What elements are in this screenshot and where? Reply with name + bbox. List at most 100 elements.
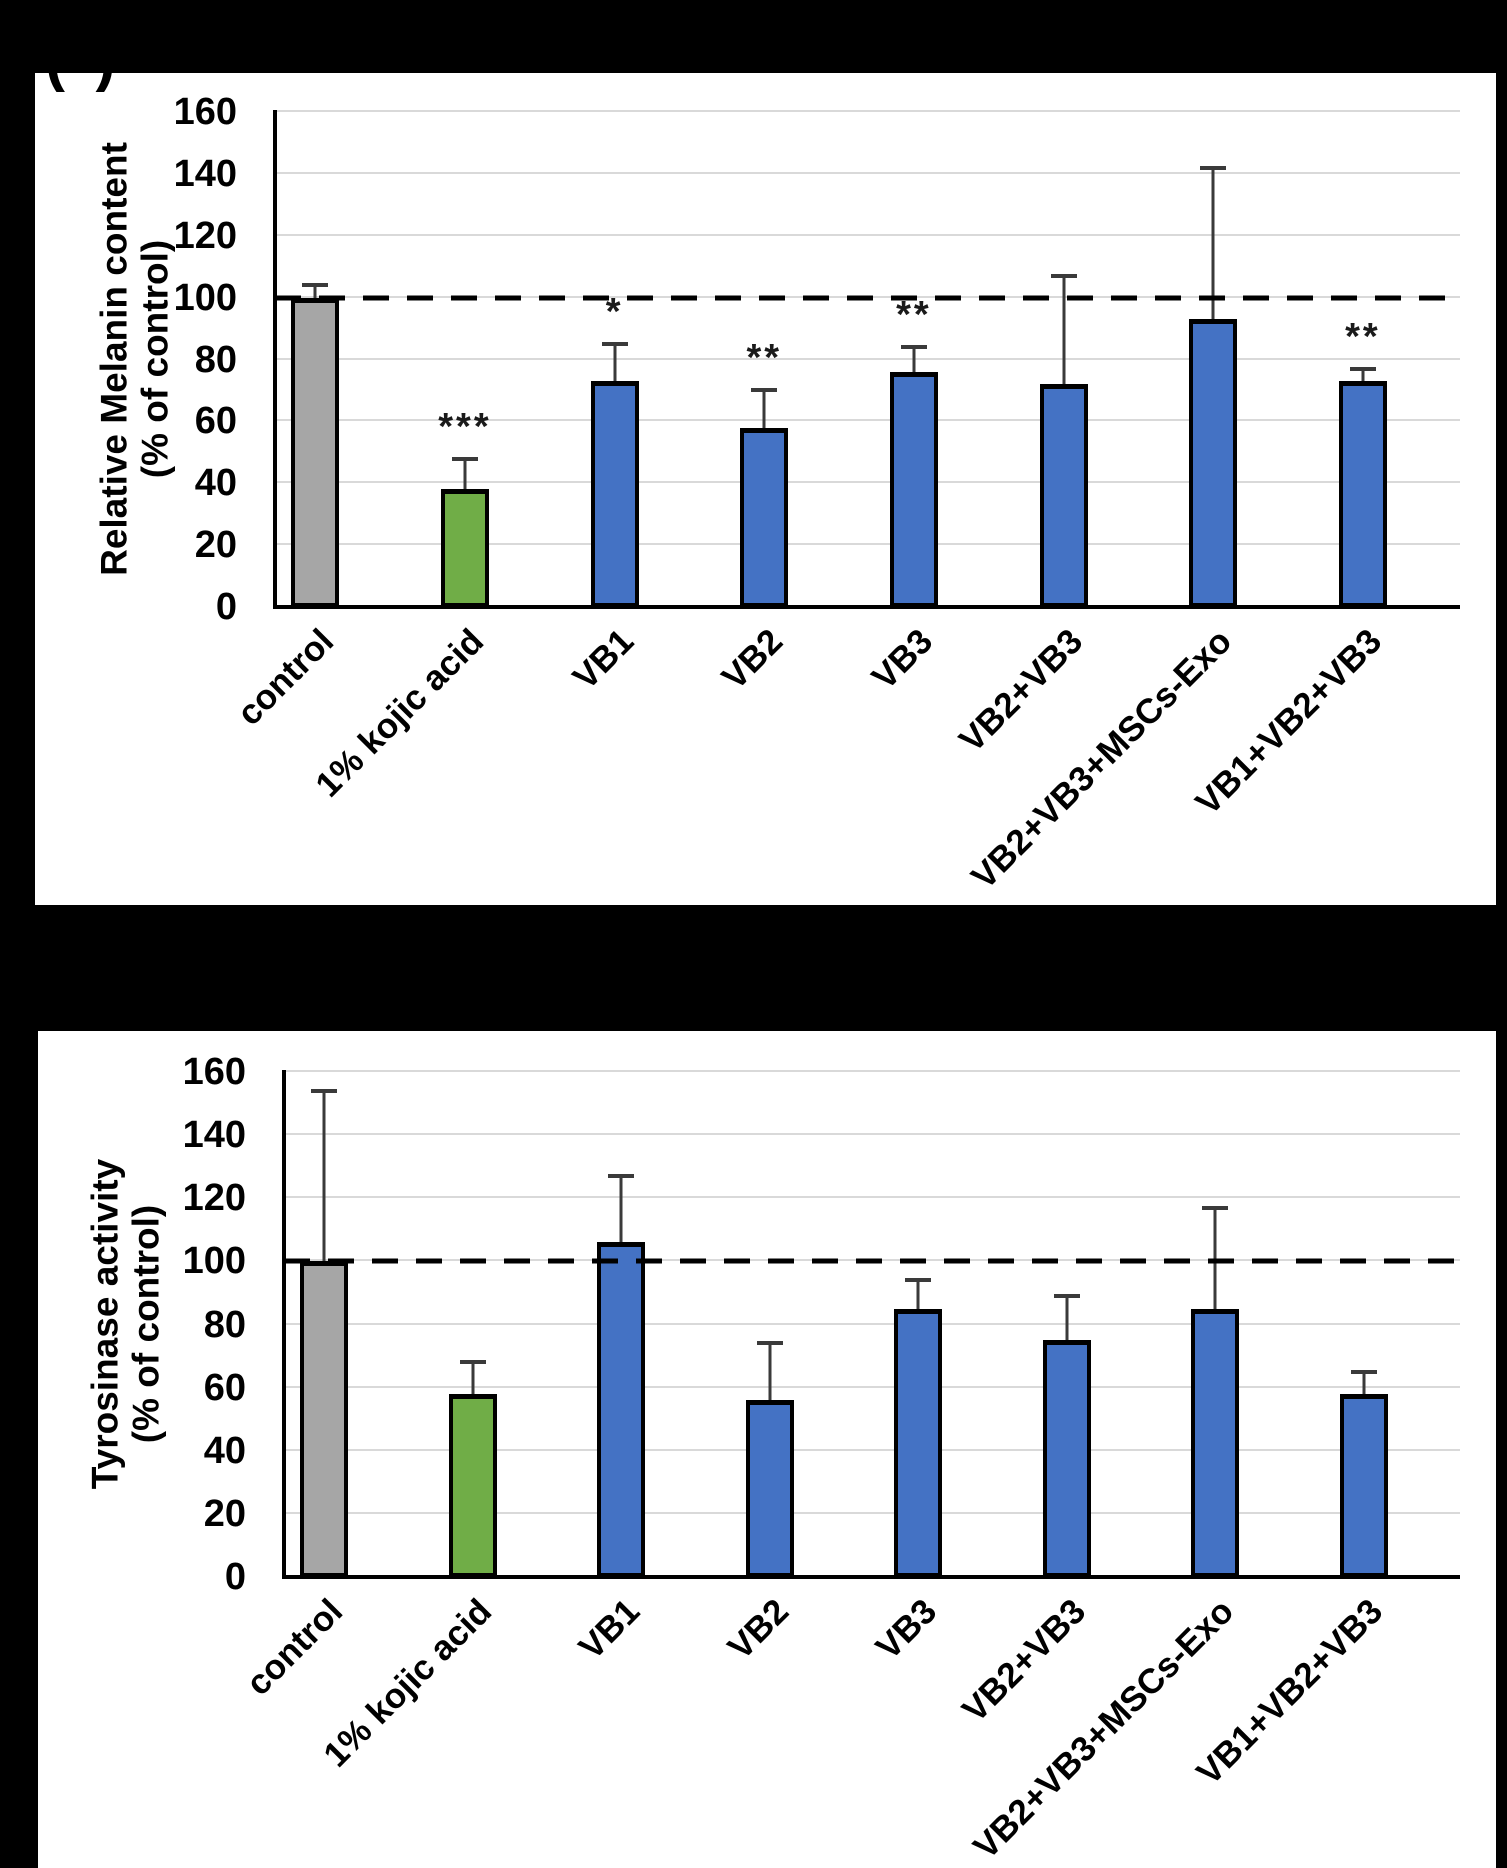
error-bar-stem: [768, 1343, 772, 1401]
significance-marker: **: [746, 337, 783, 380]
error-bar-stem: [916, 1280, 920, 1309]
y-axis-line: [282, 1070, 286, 1579]
error-bar-cap: [459, 1360, 486, 1365]
y-tick-label: 0: [215, 586, 237, 628]
panel-label-partial: ( ): [45, 73, 205, 92]
error-bar-cap: [1350, 1369, 1377, 1374]
error-bar-cap: [900, 345, 927, 350]
error-bar-stem: [912, 347, 916, 372]
error-bar-cap: [1050, 273, 1077, 278]
bar: [889, 371, 938, 607]
y-tick-label: 40: [203, 1429, 246, 1472]
error-bar-stem: [1361, 368, 1365, 382]
x-tick-label: VB2+VB3+MSCs-Exo: [964, 621, 1240, 897]
y-axis-title: Tyrosinase activity (% of control): [85, 1159, 168, 1489]
x-tick-label: control: [238, 1591, 351, 1704]
bar: [1039, 384, 1088, 607]
y-tick-label: 80: [194, 338, 237, 381]
significance-marker: **: [1345, 315, 1381, 358]
error-bar-cap: [451, 456, 478, 461]
significance-marker: **: [896, 294, 932, 337]
error-bar-cap: [1053, 1294, 1080, 1299]
y-tick-label: 100: [173, 276, 237, 319]
y-tick-label: 80: [203, 1303, 246, 1346]
bar: [291, 297, 340, 607]
gridline-40: [284, 1448, 1460, 1451]
error-bar-cap: [608, 1174, 635, 1179]
error-bar-cap: [310, 1088, 337, 1093]
y-tick-label: 100: [182, 1240, 246, 1283]
y-tick-label: 0: [224, 1556, 246, 1598]
gridline-140: [275, 171, 1460, 174]
gridline-80: [275, 357, 1460, 360]
x-tick-label: VB2+VB3: [954, 1591, 1093, 1730]
y-axis-title-line2: (% of control): [135, 239, 176, 479]
bar: [1339, 1393, 1388, 1577]
error-bar-cap: [905, 1278, 932, 1283]
x-axis-line: [282, 1575, 1460, 1579]
error-bar-cap: [601, 342, 628, 347]
bar: [448, 1393, 497, 1577]
x-tick-label: VB2: [719, 1591, 796, 1668]
significance-marker: *: [605, 291, 624, 334]
gridline-120: [284, 1196, 1460, 1199]
y-tick-label: 60: [203, 1366, 246, 1409]
bar: [740, 427, 789, 607]
panel-label-text: ( ): [45, 73, 205, 91]
x-tick-label: VB3: [864, 621, 941, 698]
gridline-60: [284, 1385, 1460, 1388]
x-tick-label: 1% kojic acid: [308, 621, 492, 805]
bar: [299, 1261, 348, 1577]
tyrosinase-plot-area: 0 20 40 60 80 100 120 140 160 control 1% kojic aci…: [183, 1053, 1460, 1867]
significance-marker: ***: [438, 405, 492, 448]
error-bar-cap: [1349, 366, 1376, 371]
gridline-20: [284, 1511, 1460, 1514]
y-tick-label: 20: [194, 524, 237, 567]
x-tick-label: 1% kojic acid: [315, 1591, 499, 1775]
error-bar-cap: [756, 1341, 783, 1346]
bar: [440, 489, 489, 607]
x-tick-label: VB2+VB3: [951, 621, 1090, 760]
x-tick-label: control: [229, 621, 342, 734]
x-tick-label: VB1+VB2+VB3: [1188, 1591, 1390, 1793]
error-bar-stem: [1062, 275, 1066, 385]
x-tick-label: VB2+VB3+MSCs-Exo: [966, 1591, 1242, 1867]
bar: [1189, 319, 1238, 607]
error-bar-cap: [302, 283, 329, 288]
error-bar-cap: [1202, 1205, 1229, 1210]
reference-line: [284, 1258, 1460, 1264]
error-bar-stem: [1065, 1296, 1069, 1341]
bar: [1191, 1308, 1240, 1577]
x-tick-label: VB1: [571, 1591, 648, 1668]
bar: [1042, 1340, 1091, 1577]
error-bar-stem: [613, 344, 617, 382]
y-axis-title-line1: Relative Melanin content: [93, 142, 135, 576]
error-bar-cap: [751, 388, 778, 393]
gridline-140: [284, 1133, 1460, 1136]
y-tick-label: 140: [173, 152, 237, 195]
tyrosinase-chart-panel: Tyrosinase activity (% of control) 0 20 40…: [38, 1031, 1496, 1868]
y-tick-label: 60: [194, 400, 237, 443]
error-bar-stem: [313, 285, 317, 298]
bar: [597, 1242, 646, 1577]
error-bar-stem: [1362, 1371, 1366, 1394]
gridline-160: [275, 110, 1460, 112]
y-axis-title-line1: Tyrosinase activity: [84, 1158, 126, 1490]
error-bar-stem: [762, 390, 766, 428]
gridline-60: [275, 419, 1460, 422]
y-tick-label: 120: [173, 214, 237, 257]
melanin-plot-area: 0 20 40 60 80 100 120 140 160 control *** 1% kojic …: [174, 93, 1460, 897]
error-bar-stem: [1211, 167, 1215, 320]
x-tick-label: VB3: [868, 1591, 945, 1668]
error-bar-cap: [1200, 165, 1227, 170]
x-tick-label: VB2: [714, 621, 791, 698]
gridline-40: [275, 481, 1460, 484]
y-tick-label: 20: [203, 1492, 246, 1535]
gridline-80: [284, 1322, 1460, 1325]
error-bar-stem: [619, 1176, 623, 1243]
melanin-chart-panel: ( ) Relative Melanin content (% of contr…: [35, 73, 1496, 905]
y-axis-title: Relative Melanin content (% of control): [94, 142, 177, 576]
error-bar-stem: [1213, 1207, 1217, 1309]
gridline-120: [275, 233, 1460, 236]
gridline-20: [275, 543, 1460, 546]
